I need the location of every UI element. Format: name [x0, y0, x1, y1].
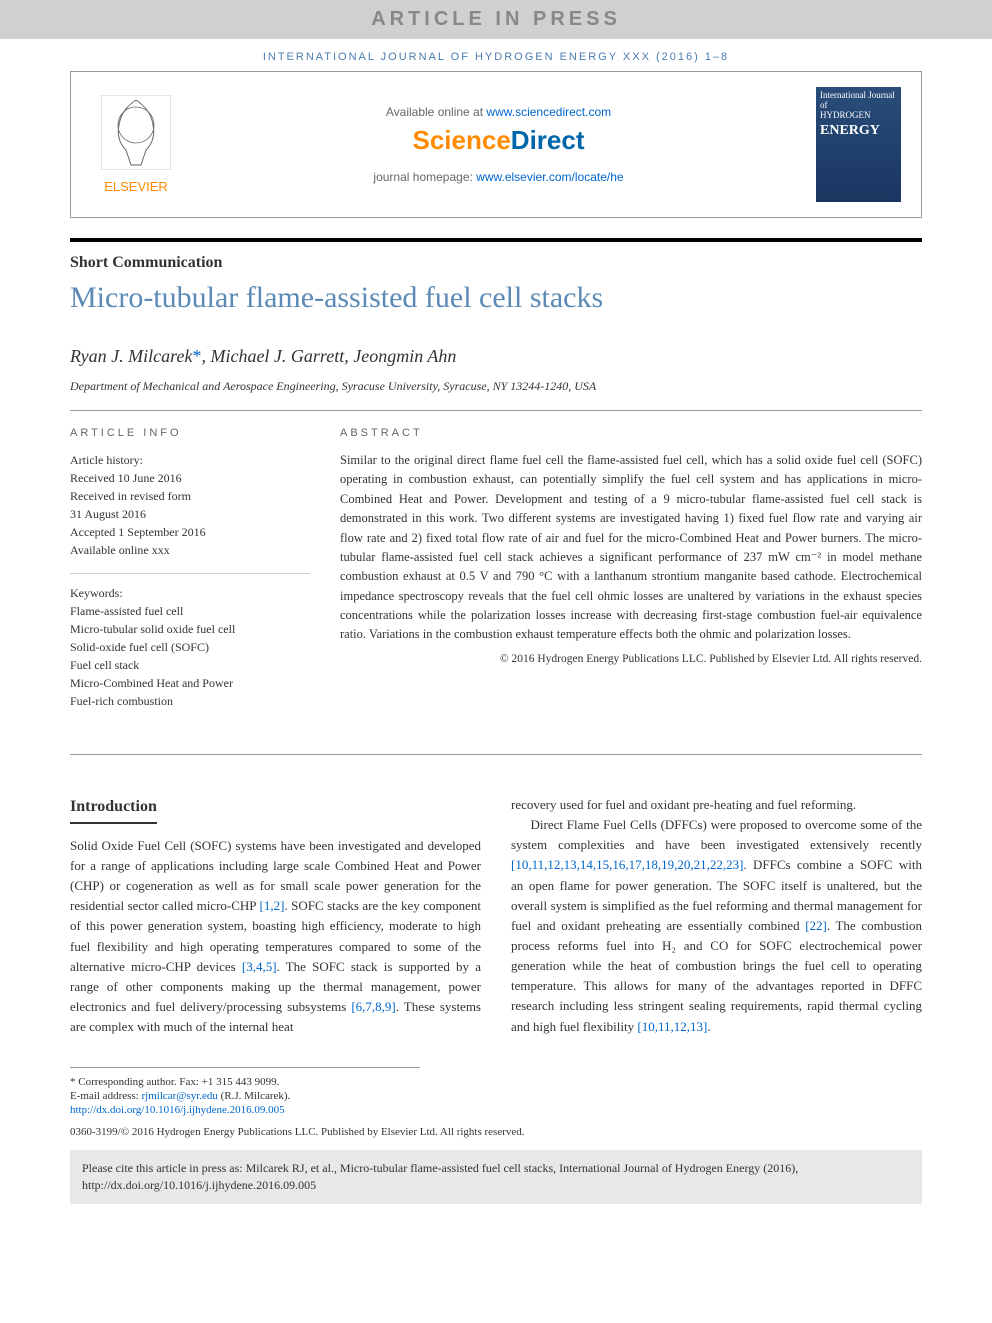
journal-citation-header: INTERNATIONAL JOURNAL OF HYDROGEN ENERGY… — [0, 39, 992, 71]
article-history: Article history: Received 10 June 2016 R… — [70, 451, 310, 559]
publisher-header: ELSEVIER Available online at www.science… — [70, 71, 922, 218]
email-link[interactable]: rjmilcar@syr.edu — [141, 1090, 217, 1102]
keyword-3: Solid-oxide fuel cell (SOFC) — [70, 638, 310, 656]
keyword-4: Fuel cell stack — [70, 656, 310, 674]
thin-divider-1 — [70, 410, 922, 411]
author-1: Ryan J. Milcarek — [70, 346, 192, 366]
journal-cover-thumbnail: International Journal of HYDROGEN ENERGY — [816, 87, 901, 202]
ref-link-3-5[interactable]: [3,4,5] — [242, 959, 277, 974]
history-revised2: 31 August 2016 — [70, 505, 310, 523]
sciencedirect-url-link[interactable]: www.sciencedirect.com — [486, 105, 611, 119]
press-banner: ARTICLE IN PRESS — [0, 0, 992, 39]
elsevier-label: ELSEVIER — [91, 179, 181, 194]
history-online: Available online xxx — [70, 541, 310, 559]
body-column-left: Introduction Solid Oxide Fuel Cell (SOFC… — [70, 795, 481, 1037]
history-label: Article history: — [70, 451, 310, 469]
p2d: . — [707, 1019, 710, 1034]
col2-para-1: recovery used for fuel and oxidant pre-h… — [511, 795, 922, 815]
history-revised1: Received in revised form — [70, 487, 310, 505]
introduction-heading: Introduction — [70, 795, 157, 824]
ref-link-1-2[interactable]: [1,2] — [260, 898, 285, 913]
journal-homepage: journal homepage: www.elsevier.com/locat… — [181, 170, 816, 184]
authors: Ryan J. Milcarek*, Michael J. Garrett, J… — [70, 346, 922, 367]
ref-link-22[interactable]: [22] — [805, 918, 827, 933]
elsevier-tree-icon — [101, 95, 171, 170]
sd-direct: Direct — [511, 125, 585, 155]
article-info-column: ARTICLE INFO Article history: Received 1… — [70, 427, 310, 724]
intro-para-1: Solid Oxide Fuel Cell (SOFC) systems hav… — [70, 836, 481, 1037]
keyword-5: Micro-Combined Heat and Power — [70, 674, 310, 692]
body-columns: Introduction Solid Oxide Fuel Cell (SOFC… — [70, 795, 922, 1037]
keyword-2: Micro-tubular solid oxide fuel cell — [70, 620, 310, 638]
homepage-label: journal homepage: — [373, 170, 476, 184]
cover-line3: ENERGY — [820, 123, 897, 139]
available-label: Available online at — [386, 105, 487, 119]
footer-copyright: 0360-3199/© 2016 Hydrogen Energy Publica… — [70, 1126, 922, 1138]
article-info-header: ARTICLE INFO — [70, 427, 310, 439]
abstract-header: ABSTRACT — [340, 427, 922, 439]
keywords-label: Keywords: — [70, 584, 310, 602]
abstract-copyright: © 2016 Hydrogen Energy Publications LLC.… — [340, 653, 922, 665]
p2c: . The combustion process reforms fuel in… — [511, 918, 922, 1034]
col2-para-2: Direct Flame Fuel Cells (DFFCs) were pro… — [511, 815, 922, 1037]
sciencedirect-brand: ScienceDirect — [181, 125, 816, 156]
elsevier-logo: ELSEVIER — [91, 95, 181, 194]
article-type: Short Communication — [70, 254, 922, 272]
ref-link-10-23[interactable]: [10,11,12,13,14,15,16,17,18,19,20,21,22,… — [511, 857, 743, 872]
affiliation: Department of Mechanical and Aerospace E… — [70, 379, 922, 394]
corresponding-author: * Corresponding author. Fax: +1 315 443 … — [70, 1076, 420, 1088]
body-column-right: recovery used for fuel and oxidant pre-h… — [511, 795, 922, 1037]
info-divider — [70, 573, 310, 574]
authors-rest: , Michael J. Garrett, Jeongmin Ahn — [201, 346, 456, 366]
p2a: Direct Flame Fuel Cells (DFFCs) were pro… — [511, 817, 922, 852]
abstract-text: Similar to the original direct flame fue… — [340, 451, 922, 645]
footer-notes: * Corresponding author. Fax: +1 315 443 … — [70, 1067, 420, 1116]
ref-link-6-9[interactable]: [6,7,8,9] — [351, 999, 395, 1014]
doi-link[interactable]: http://dx.doi.org/10.1016/j.ijhydene.201… — [70, 1104, 285, 1116]
keyword-1: Flame-assisted fuel cell — [70, 602, 310, 620]
article-title: Micro-tubular flame-assisted fuel cell s… — [70, 280, 922, 316]
main-content: Short Communication Micro-tubular flame-… — [70, 254, 922, 1037]
abstract-column: ABSTRACT Similar to the original direct … — [340, 427, 922, 724]
history-accepted: Accepted 1 September 2016 — [70, 523, 310, 541]
cover-line2: HYDROGEN — [820, 111, 897, 121]
available-online: Available online at www.sciencedirect.co… — [181, 105, 816, 119]
keyword-6: Fuel-rich combustion — [70, 692, 310, 710]
citation-box: Please cite this article in press as: Mi… — [70, 1150, 922, 1204]
homepage-url-link[interactable]: www.elsevier.com/locate/he — [476, 170, 623, 184]
thick-divider — [70, 238, 922, 242]
email-suffix: (R.J. Milcarek). — [218, 1090, 290, 1102]
info-abstract-row: ARTICLE INFO Article history: Received 1… — [70, 427, 922, 724]
history-received: Received 10 June 2016 — [70, 469, 310, 487]
ref-link-10-13[interactable]: [10,11,12,13] — [637, 1019, 707, 1034]
cover-line1: International Journal of — [820, 91, 897, 111]
sd-sci: Science — [413, 125, 511, 155]
thin-divider-2 — [70, 754, 922, 755]
email-line: E-mail address: rjmilcar@syr.edu (R.J. M… — [70, 1090, 420, 1102]
header-center: Available online at www.sciencedirect.co… — [181, 105, 816, 184]
email-label: E-mail address: — [70, 1090, 141, 1102]
keywords-block: Keywords: Flame-assisted fuel cell Micro… — [70, 584, 310, 710]
